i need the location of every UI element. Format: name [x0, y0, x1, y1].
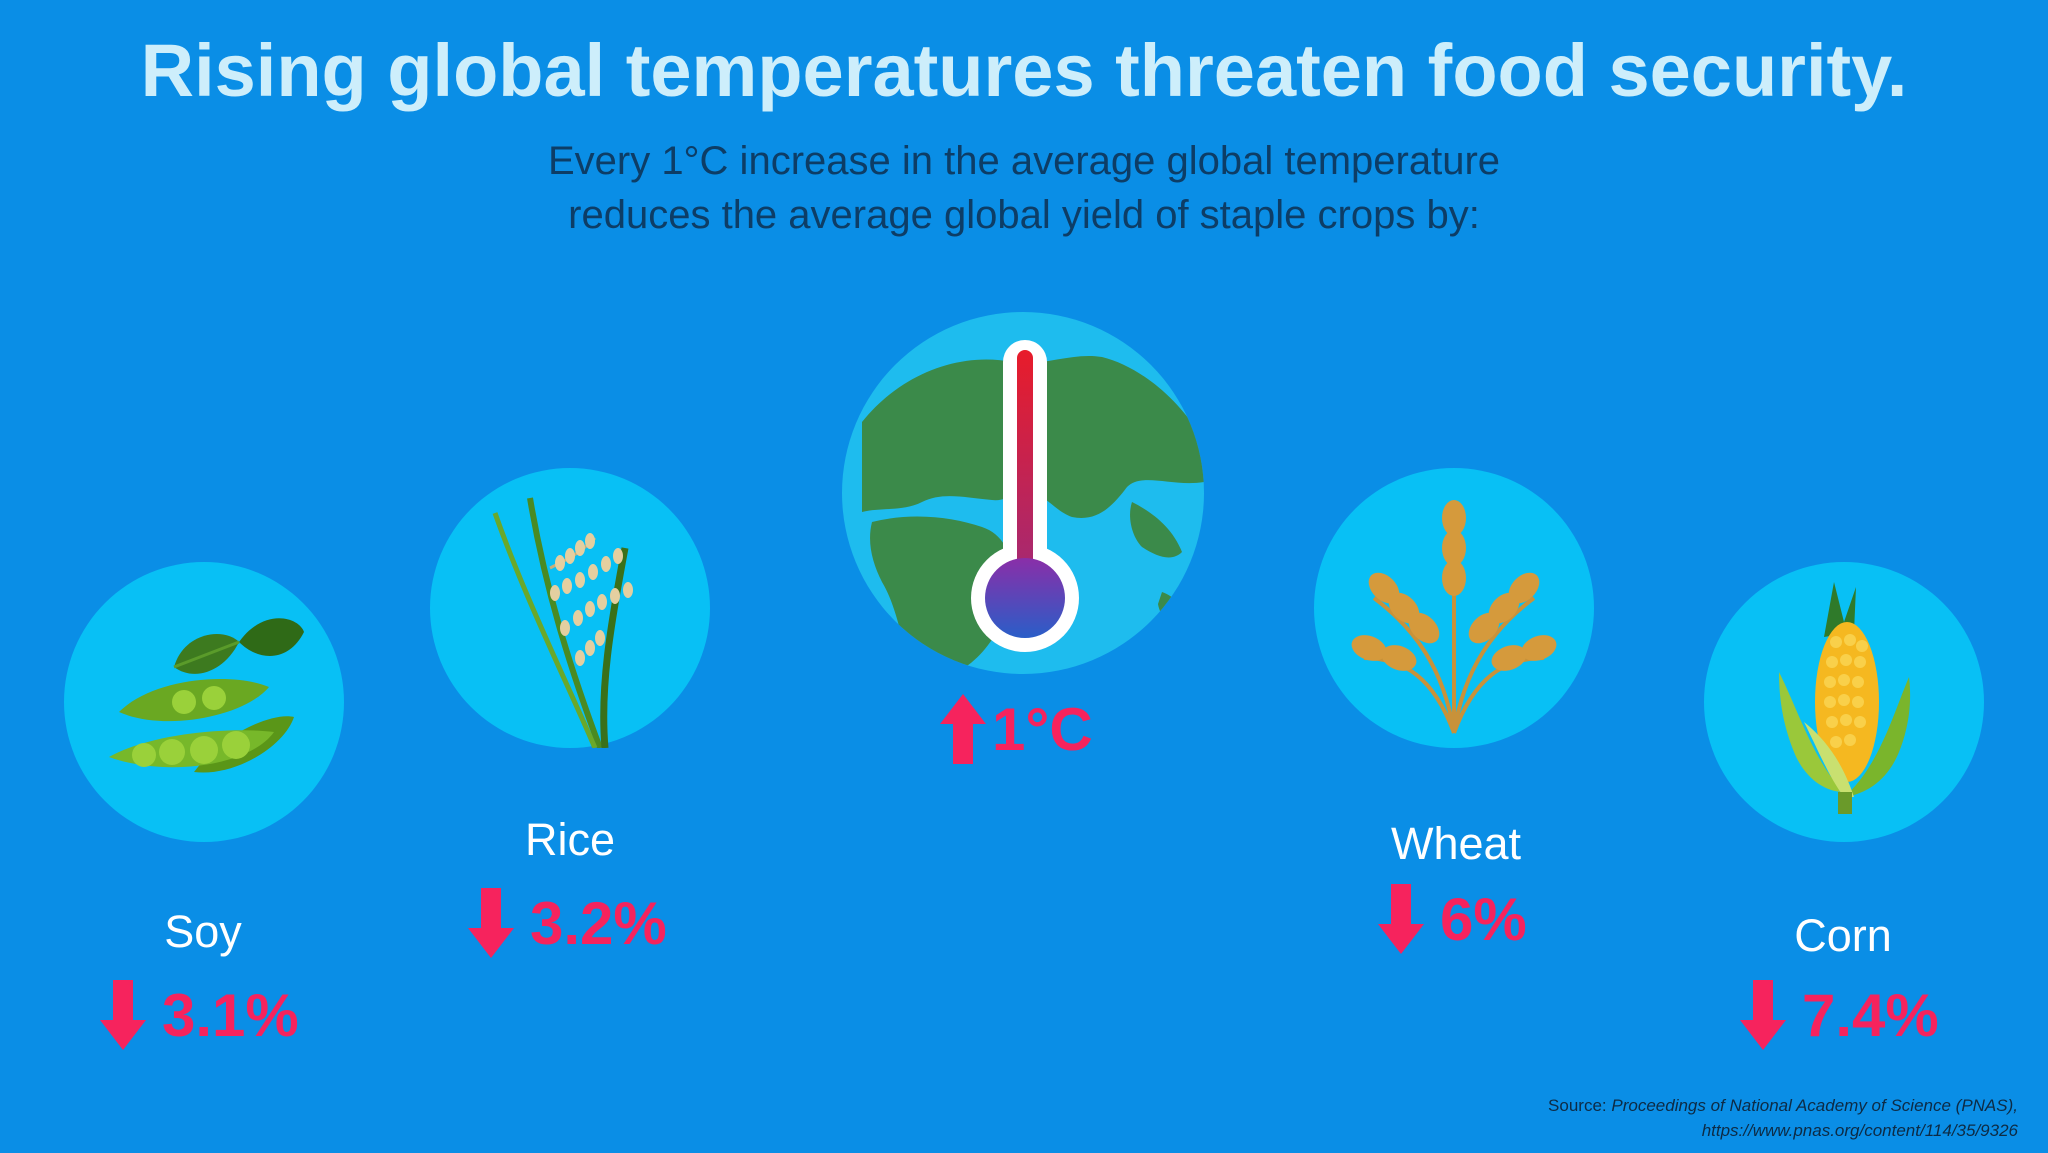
soy-circle — [64, 562, 344, 842]
arrow-down-icon — [1378, 884, 1424, 954]
corn-stat: 7.4% — [1740, 980, 1939, 1050]
soy-value: 3.1% — [162, 981, 299, 1049]
corn-icon — [1779, 582, 1911, 814]
rice-stat: 3.2% — [468, 888, 667, 958]
thermometer-icon — [971, 340, 1079, 652]
rice-icon — [492, 497, 633, 748]
arrow-down-icon — [1740, 980, 1786, 1050]
corn-circle — [1704, 562, 1984, 842]
wheat-circle — [1314, 468, 1594, 748]
wheat-value: 6% — [1440, 885, 1527, 953]
center-stat: 1°C — [940, 694, 1093, 764]
wheat-label: Wheat — [1390, 818, 1522, 869]
soybean-icon — [109, 618, 304, 773]
corn-label: Corn — [1794, 910, 1892, 961]
rice-label: Rice — [524, 814, 616, 865]
soy-stat: 3.1% — [100, 980, 299, 1050]
subtitle-line-1: Every 1°C increase in the average global… — [547, 139, 1501, 183]
subtitle: Every 1°C increase in the average global… — [0, 134, 2048, 242]
rice-value: 3.2% — [530, 889, 667, 957]
globe — [842, 312, 1204, 674]
wheat-stat: 6% — [1378, 884, 1527, 954]
arrow-down-icon — [100, 980, 146, 1050]
source-prefix: Source: — [1548, 1096, 1607, 1115]
arrow-down-icon — [468, 888, 514, 958]
page-title: Rising global temperatures threaten food… — [140, 29, 1908, 112]
source-name: Proceedings of National Academy of Scien… — [1611, 1096, 2018, 1115]
rice-circle — [430, 468, 710, 748]
center-value: 1°C — [992, 695, 1093, 763]
arrow-up-icon — [940, 694, 986, 764]
soy-label: Soy — [164, 906, 242, 957]
corn-value: 7.4% — [1802, 981, 1939, 1049]
source-note: Source: Proceedings of National Academy … — [1548, 1093, 2018, 1143]
subtitle-line-2: reduces the average global yield of stap… — [568, 193, 1480, 237]
source-url: https://www.pnas.org/content/114/35/9326 — [1701, 1121, 2018, 1140]
wheat-icon — [1351, 500, 1557, 734]
